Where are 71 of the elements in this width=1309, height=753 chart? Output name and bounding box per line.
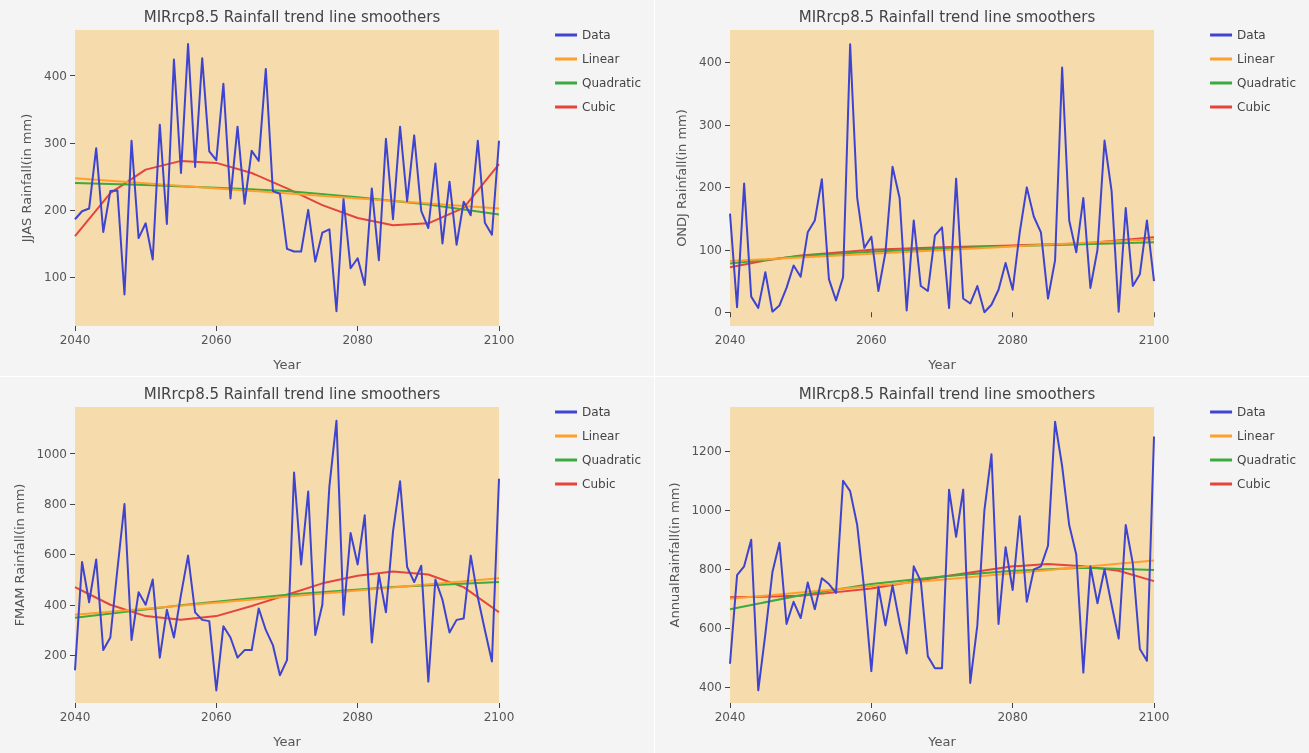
line-series xyxy=(74,182,500,216)
legend-label: Linear xyxy=(582,429,620,443)
y-tick-label: 200 xyxy=(44,202,67,217)
y-tick-label: 0 xyxy=(714,305,722,320)
x-axis-title: Year xyxy=(272,734,302,749)
x-tick-label: 2080 xyxy=(997,710,1028,724)
y-tick-label: 400 xyxy=(699,55,722,70)
y-tick-label: 600 xyxy=(44,547,67,562)
x-tick-label: 2060 xyxy=(856,710,887,724)
line-series xyxy=(74,159,500,238)
line-series xyxy=(74,419,500,692)
y-tick-label: 400 xyxy=(44,597,67,612)
chart-title: MIRrcp8.5 Rainfall trend line smoothers xyxy=(798,7,1096,26)
line-series xyxy=(74,570,500,621)
x-tick-label: 2060 xyxy=(201,333,232,347)
y-tick-label: 800 xyxy=(699,562,722,577)
x-tick-label: 2040 xyxy=(59,333,91,347)
legend-label: Cubic xyxy=(582,100,616,114)
y-tick-label: 400 xyxy=(699,680,722,695)
line-series xyxy=(729,566,1155,611)
legend-label: Data xyxy=(582,405,611,419)
legend-label: Quadratic xyxy=(1237,453,1297,467)
x-tick-label: 2060 xyxy=(856,333,887,347)
y-tick-label: 1000 xyxy=(36,446,67,461)
legend-label: Cubic xyxy=(1237,477,1271,491)
legend-label: Data xyxy=(1237,28,1266,42)
y-tick-label: 300 xyxy=(699,117,722,132)
legend-label: Linear xyxy=(1237,429,1275,443)
x-tick-label: 2040 xyxy=(59,710,91,724)
line-series xyxy=(729,420,1155,692)
y-tick-label: 100 xyxy=(44,270,67,284)
x-tick-label: 2100 xyxy=(1138,710,1170,724)
y-axis-title: AnnualRainfall(in mm) xyxy=(666,482,682,628)
line-series xyxy=(74,43,500,313)
x-axis-title: Year xyxy=(927,734,957,749)
y-axis-title: ONDJ Rainfall(in mm) xyxy=(674,109,689,247)
x-tick-label: 2060 xyxy=(201,710,232,724)
x-tick-label: 2100 xyxy=(483,710,515,724)
legend-label: Cubic xyxy=(1237,100,1271,114)
y-axis-title: FMAM Rainfall(in mm) xyxy=(11,483,27,627)
x-tick-label: 2040 xyxy=(714,710,746,724)
x-tick-label: 2040 xyxy=(714,333,746,347)
y-tick-label: 200 xyxy=(44,648,67,663)
chart-title: MIRrcp8.5 Rainfall trend line smoothers xyxy=(143,384,441,403)
x-tick-label: 2080 xyxy=(997,333,1028,347)
legend-label: Quadratic xyxy=(582,76,642,90)
legend-label: Quadratic xyxy=(582,453,642,467)
chart-title: MIRrcp8.5 Rainfall trend line smoothers xyxy=(143,7,441,26)
y-tick-label: 300 xyxy=(44,135,67,150)
y-axis-title: JJAS Rainfall(in mm) xyxy=(19,113,34,244)
legend-label: Cubic xyxy=(582,477,616,491)
legend-label: Quadratic xyxy=(1237,76,1297,90)
y-tick-label: 600 xyxy=(699,621,722,636)
legend-label: Data xyxy=(582,28,611,42)
x-tick-label: 2100 xyxy=(483,333,515,347)
y-tick-label: 1200 xyxy=(691,444,722,459)
legend-label: Linear xyxy=(1237,52,1275,66)
x-tick-label: 2080 xyxy=(342,333,373,347)
y-tick-label: 200 xyxy=(699,180,722,195)
line-series xyxy=(729,43,1155,314)
legend-label: Linear xyxy=(582,52,620,66)
x-tick-label: 2100 xyxy=(1138,333,1170,347)
y-tick-label: 400 xyxy=(44,68,67,83)
x-axis-title: Year xyxy=(927,357,957,372)
legend-label: Data xyxy=(1237,405,1266,419)
y-tick-label: 800 xyxy=(44,496,67,511)
x-tick-label: 2080 xyxy=(342,710,373,724)
x-axis-title: Year xyxy=(272,357,302,372)
y-tick-label: 1000 xyxy=(691,503,722,518)
chart-title: MIRrcp8.5 Rainfall trend line smoothers xyxy=(798,384,1096,403)
y-tick-label: 100 xyxy=(699,242,722,257)
